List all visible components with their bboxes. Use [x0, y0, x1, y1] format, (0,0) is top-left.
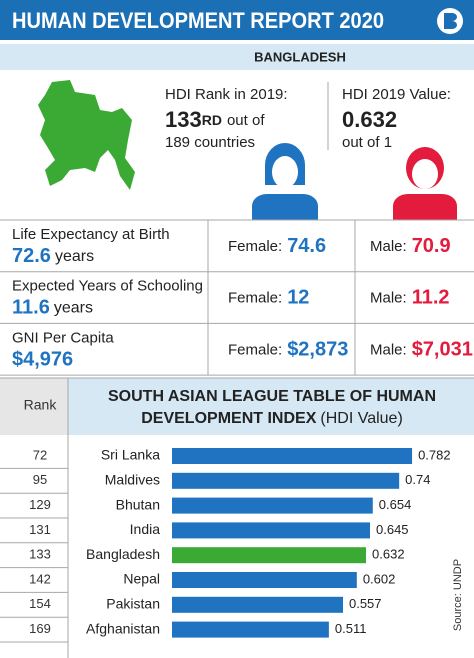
bar [172, 497, 373, 514]
male-cell: Male: 11.2 [370, 287, 450, 309]
value-label: 0.645 [376, 522, 409, 537]
female-value: 74.6 [287, 235, 326, 257]
bar [172, 572, 357, 588]
female-value: 12 [287, 287, 309, 309]
rank: 133 [165, 107, 202, 132]
male-label: Male: [370, 341, 407, 358]
category-label: Maldives [105, 472, 160, 488]
row-unit: years [55, 248, 94, 265]
page-title: HUMAN DEVELOPMENT REPORT 2020 [12, 8, 384, 33]
rank-total: 189 countries [165, 134, 255, 151]
country: BANGLADESH [254, 49, 346, 64]
rank-of: out of [227, 112, 265, 129]
male-value: 11.2 [412, 287, 450, 309]
value-label: 0.654 [379, 497, 412, 512]
male-label: Male: [370, 238, 407, 255]
rank: 131 [29, 522, 51, 537]
female-label: Female: [228, 341, 282, 358]
chart-title: SOUTH ASIAN LEAGUE TABLE OF HUMAN [108, 388, 436, 405]
female-cell: Female: 74.6 [228, 235, 326, 257]
hdi-value: 0.632 [342, 107, 397, 132]
value-label: 0.74 [405, 472, 430, 487]
logo-mark [444, 13, 457, 29]
female-label: Female: [228, 290, 282, 307]
bar [172, 547, 367, 564]
row-label: Life Expectancy at Birth [12, 226, 170, 243]
female-value: $2,873 [287, 339, 348, 361]
row-value: $4,976 [12, 349, 73, 371]
value-label: HDI 2019 Value: [342, 86, 451, 103]
row-value: 11.6 [12, 297, 50, 319]
row-unit: years [54, 300, 93, 317]
rank-line: 133RD out of [165, 107, 265, 132]
male-cell: Male: $7,031 [370, 339, 473, 361]
rank-suffix: RD [202, 112, 222, 128]
female-label: Female: [228, 238, 282, 255]
male-value: 70.9 [412, 235, 451, 257]
row-value-line: $4,976 [12, 349, 73, 371]
bar [172, 448, 413, 464]
male-value: $7,031 [412, 339, 473, 361]
category-label: India [130, 521, 161, 537]
male-face [412, 159, 438, 189]
category-label: Pakistan [106, 596, 160, 612]
value-of: out of 1 [342, 134, 392, 151]
male-label: Male: [370, 290, 407, 307]
rank-label: HDI Rank in 2019: [165, 86, 288, 103]
category-label: Afghanistan [86, 620, 160, 636]
category-label: Sri Lanka [101, 447, 160, 463]
chart-title-line: DEVELOPMENT INDEX (HDI Value) [141, 410, 403, 427]
category-label: Nepal [123, 571, 160, 587]
rank-header: Rank [24, 397, 58, 413]
category-label: Bhutan [116, 496, 160, 512]
chart-header-bg [68, 378, 474, 435]
female-cell: Female: 12 [228, 287, 309, 309]
rank: 72 [33, 447, 47, 462]
value-label: 0.602 [363, 571, 396, 586]
female-cell: Female: $2,873 [228, 339, 348, 361]
country-band [0, 44, 474, 70]
rank: 154 [29, 596, 51, 611]
rank: 95 [33, 472, 47, 487]
row-value-line: 11.6 years [12, 297, 93, 319]
rank: 169 [29, 621, 51, 636]
category-label: Bangladesh [86, 546, 160, 562]
row-label: Expected Years of Schooling [12, 278, 203, 295]
bar [172, 472, 400, 489]
row-value-line: 72.6 years [12, 245, 94, 267]
header-bar [0, 0, 474, 40]
rank: 133 [29, 547, 51, 562]
chart-title: DEVELOPMENT INDEX [141, 410, 316, 427]
row-label: GNI Per Capita [12, 329, 114, 346]
value-label: 0.557 [349, 596, 382, 611]
value-label: 0.632 [372, 547, 405, 562]
bar [172, 522, 371, 539]
rank: 142 [29, 571, 51, 586]
chart-subtitle: (HDI Value) [320, 410, 402, 427]
bar [172, 621, 329, 638]
female-face [272, 156, 298, 188]
value-label: 0.511 [335, 621, 367, 636]
value-label: 0.782 [418, 447, 451, 462]
bar [172, 596, 343, 613]
rank: 129 [29, 497, 51, 512]
rank-header-bg [0, 378, 68, 435]
source: Source: UNDP [452, 559, 464, 631]
male-cell: Male: 70.9 [370, 235, 451, 257]
row-value: 72.6 [12, 245, 51, 267]
map [38, 80, 135, 190]
